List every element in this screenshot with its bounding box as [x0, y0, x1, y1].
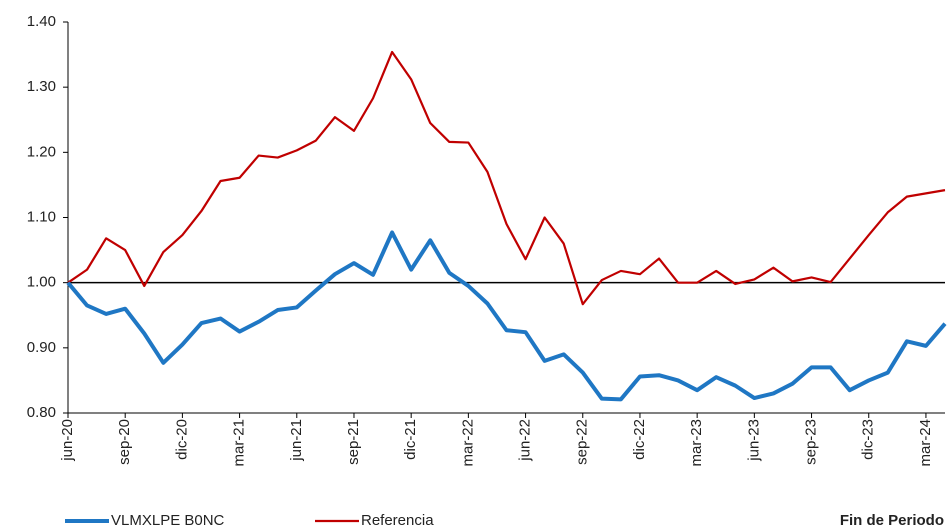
x-tick-label: sep-23 — [803, 419, 820, 465]
legend-label: Referencia — [361, 512, 434, 529]
x-axis-title: Fin de Periodo — [840, 512, 944, 529]
x-tick-label: sep-20 — [116, 419, 133, 465]
x-tick-label: dic-20 — [173, 419, 190, 460]
x-tick-label: mar-21 — [231, 419, 248, 467]
x-tick-label: dic-22 — [631, 419, 648, 460]
series-line — [67, 50, 946, 306]
x-tick-label: jun-22 — [517, 419, 534, 462]
x-tick-label: jun-20 — [59, 419, 76, 462]
y-tick-label: 0.90 — [27, 339, 56, 356]
x-tick-label: dic-21 — [402, 419, 419, 460]
y-tick-label: 1.10 — [27, 208, 56, 225]
x-tick-label: mar-24 — [917, 419, 934, 467]
x-tick-label: mar-23 — [688, 419, 705, 467]
x-tick-label: jun-23 — [745, 419, 762, 462]
x-tick-label: sep-22 — [574, 419, 591, 465]
x-tick-label: mar-22 — [459, 419, 476, 467]
y-tick-label: 0.80 — [27, 404, 56, 421]
y-tick-label: 1.20 — [27, 143, 56, 160]
y-tick-label: 1.30 — [27, 78, 56, 95]
y-tick-label: 1.00 — [27, 274, 56, 291]
x-tick-label: jun-21 — [288, 419, 305, 462]
x-tick-label: dic-23 — [860, 419, 877, 460]
series-line — [66, 230, 947, 402]
y-tick-label: 1.40 — [27, 13, 56, 30]
x-tick-label: sep-21 — [345, 419, 362, 465]
legend-label: VLMXLPE B0NC — [111, 512, 225, 529]
